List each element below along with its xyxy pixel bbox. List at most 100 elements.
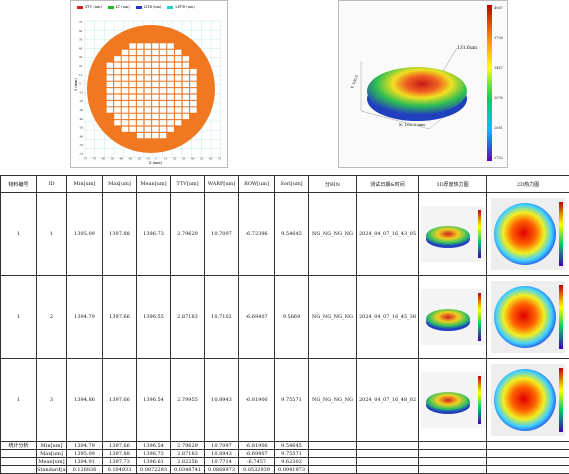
wafer-die[interactable] — [160, 107, 166, 112]
wafer-die[interactable] — [183, 63, 189, 68]
wafer-die[interactable] — [145, 95, 151, 100]
wafer-die[interactable] — [175, 69, 181, 74]
wafer-die[interactable] — [122, 63, 128, 68]
wafer-die[interactable] — [160, 56, 166, 61]
wafer-die[interactable] — [160, 120, 166, 125]
wafer-die[interactable] — [167, 95, 173, 100]
wafer-die[interactable] — [137, 69, 143, 74]
wafer-die[interactable] — [114, 75, 120, 80]
wafer-die[interactable] — [175, 50, 181, 55]
wafer-die[interactable] — [167, 114, 173, 119]
wafer-die[interactable] — [152, 63, 158, 68]
wafer-die[interactable] — [129, 120, 135, 125]
wafer-die[interactable] — [175, 75, 181, 80]
wafer-die[interactable] — [175, 120, 181, 125]
wafer-die[interactable] — [175, 101, 181, 106]
wafer-die[interactable] — [145, 120, 151, 125]
wafer-die[interactable] — [160, 75, 166, 80]
wafer-die[interactable] — [175, 107, 181, 112]
wafer-die[interactable] — [114, 82, 120, 87]
wafer-die[interactable] — [129, 127, 135, 132]
wafer-die[interactable] — [129, 107, 135, 112]
wafer-die[interactable] — [167, 88, 173, 93]
wafer-die[interactable] — [175, 63, 181, 68]
wafer-die[interactable] — [145, 69, 151, 74]
wafer-die[interactable] — [122, 127, 128, 132]
wafer-die[interactable] — [129, 95, 135, 100]
wafer-die[interactable] — [160, 88, 166, 93]
wafer-die[interactable] — [183, 107, 189, 112]
wafer-die[interactable] — [145, 75, 151, 80]
wafer-die[interactable] — [137, 50, 143, 55]
wafer-die[interactable] — [183, 114, 189, 119]
wafer-die[interactable] — [152, 43, 158, 48]
wafer-die[interactable] — [167, 120, 173, 125]
wafer-die[interactable] — [167, 69, 173, 74]
wafer-die[interactable] — [122, 56, 128, 61]
wafer-die[interactable] — [183, 82, 189, 87]
wafer-die[interactable] — [183, 95, 189, 100]
wafer-die[interactable] — [160, 95, 166, 100]
wafer-die[interactable] — [183, 75, 189, 80]
wafer-die[interactable] — [114, 88, 120, 93]
wafer-die[interactable] — [152, 56, 158, 61]
wafer-die[interactable] — [152, 75, 158, 80]
wafer-die[interactable] — [152, 107, 158, 112]
wafer-die[interactable] — [114, 56, 120, 61]
wafer-die[interactable] — [122, 107, 128, 112]
wafer-die[interactable] — [137, 82, 143, 87]
wafer-die[interactable] — [107, 82, 113, 87]
wafer-die[interactable] — [137, 56, 143, 61]
wafer-die[interactable] — [137, 43, 143, 48]
thickness-3d-thumbnail[interactable] — [419, 276, 487, 359]
wafer-die[interactable] — [183, 88, 189, 93]
wafer-die[interactable] — [145, 101, 151, 106]
wafer-die[interactable] — [114, 107, 120, 112]
wafer-die[interactable] — [190, 88, 196, 93]
wafer-die[interactable] — [114, 69, 120, 74]
wafer-die[interactable] — [129, 50, 135, 55]
heatmap-2d-thumbnail[interactable] — [487, 276, 569, 359]
wafer-die[interactable] — [167, 43, 173, 48]
wafer-map[interactable]: Y (mm) X (mm) -75-75-70-70-60-60-50-50-4… — [71, 1, 227, 167]
thickness-3d-thumbnail[interactable] — [419, 193, 487, 276]
wafer-die[interactable] — [137, 127, 143, 132]
wafer-die[interactable] — [145, 43, 151, 48]
wafer-die[interactable] — [175, 114, 181, 119]
wafer-die[interactable] — [114, 101, 120, 106]
wafer-die[interactable] — [190, 101, 196, 106]
wafer-die[interactable] — [129, 56, 135, 61]
wafer-die[interactable] — [107, 63, 113, 68]
wafer-die[interactable] — [137, 120, 143, 125]
wafer-die[interactable] — [160, 82, 166, 87]
wafer-die[interactable] — [175, 82, 181, 87]
wafer-die[interactable] — [122, 82, 128, 87]
wafer-die[interactable] — [122, 95, 128, 100]
wafer-die[interactable] — [152, 133, 158, 138]
wafer-die[interactable] — [129, 63, 135, 68]
wafer-die[interactable] — [122, 69, 128, 74]
wafer-die[interactable] — [160, 133, 166, 138]
wafer-die[interactable] — [183, 56, 189, 61]
wafer-die[interactable] — [114, 120, 120, 125]
wafer-die[interactable] — [167, 56, 173, 61]
wafer-die[interactable] — [160, 114, 166, 119]
wafer-die[interactable] — [107, 75, 113, 80]
wafer-die[interactable] — [129, 75, 135, 80]
heatmap-2d-thumbnail[interactable] — [487, 193, 569, 276]
wafer-die[interactable] — [190, 95, 196, 100]
wafer-die[interactable] — [129, 69, 135, 74]
wafer-die[interactable] — [137, 63, 143, 68]
wafer-die[interactable] — [145, 82, 151, 87]
wafer-die[interactable] — [107, 88, 113, 93]
wafer-die[interactable] — [160, 43, 166, 48]
wafer-die[interactable] — [145, 56, 151, 61]
wafer-die[interactable] — [145, 133, 151, 138]
wafer-die[interactable] — [152, 82, 158, 87]
wafer-die[interactable] — [137, 75, 143, 80]
wafer-die[interactable] — [160, 63, 166, 68]
wafer-die[interactable] — [129, 101, 135, 106]
wafer-die[interactable] — [152, 101, 158, 106]
thickness-3d-thumbnail[interactable] — [419, 359, 487, 442]
wafer-die[interactable] — [175, 88, 181, 93]
